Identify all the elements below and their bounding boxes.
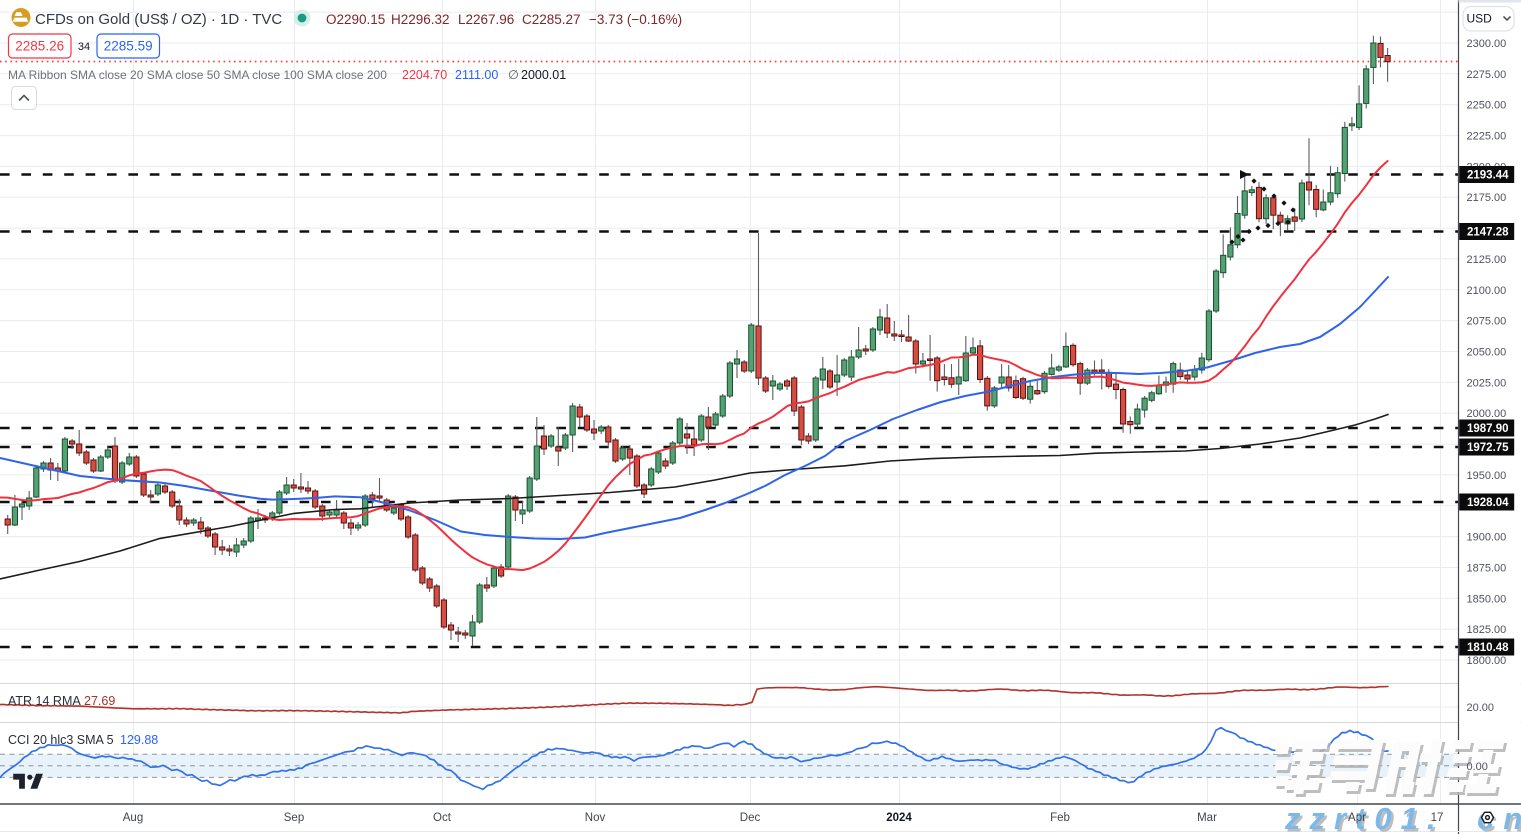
svg-text:Feb: Feb (1050, 812, 1070, 824)
svg-text:2147.28: 2147.28 (1467, 227, 1509, 239)
svg-text:1950.00: 1950.00 (1467, 470, 1507, 482)
svg-text:MA Ribbon SMA close 20 SMA clo: MA Ribbon SMA close 20 SMA close 50 SMA … (8, 68, 387, 82)
svg-text:2193.44: 2193.44 (1467, 170, 1509, 182)
svg-text:2025.00: 2025.00 (1467, 377, 1507, 389)
svg-text:Aug: Aug (123, 812, 143, 824)
svg-text:Nov: Nov (585, 812, 606, 824)
svg-text:17: 17 (1431, 812, 1444, 824)
svg-text:O2290.15: O2290.15 (326, 12, 385, 27)
svg-text:Mar: Mar (1197, 812, 1217, 824)
svg-text:2000.01: 2000.01 (521, 68, 566, 82)
svg-text:2050.00: 2050.00 (1467, 347, 1507, 359)
svg-text:zzrt01.: zzrt01. (1284, 801, 1444, 834)
svg-text:2285.26: 2285.26 (15, 39, 64, 54)
svg-text:27.69: 27.69 (84, 694, 115, 708)
svg-text:H2296.32: H2296.32 (391, 12, 450, 27)
svg-text:zzrt01.: zzrt01. (1287, 804, 1447, 834)
svg-text:CCI 20 hlc3 SMA 5: CCI 20 hlc3 SMA 5 (8, 733, 114, 747)
svg-text:2204.70: 2204.70 (402, 68, 447, 82)
svg-text:L2267.96: L2267.96 (458, 12, 514, 27)
svg-text:USD: USD (1467, 12, 1493, 26)
svg-text:2100.00: 2100.00 (1467, 285, 1507, 297)
svg-text:34: 34 (78, 41, 90, 53)
svg-text:1810.48: 1810.48 (1467, 642, 1509, 654)
svg-text:C2285.27: C2285.27 (522, 12, 581, 27)
svg-text:CFDs on Gold (US$ / OZ) · 1D ·: CFDs on Gold (US$ / OZ) · 1D · TVC (35, 11, 282, 28)
svg-text:1875.00: 1875.00 (1467, 563, 1507, 575)
svg-text:2175.00: 2175.00 (1467, 192, 1507, 204)
svg-text:1928.04: 1928.04 (1467, 497, 1509, 509)
svg-text:2300.00: 2300.00 (1467, 38, 1507, 50)
svg-text:−3.73 (−0.16%): −3.73 (−0.16%) (589, 12, 682, 27)
svg-text:Apr: Apr (1348, 812, 1366, 824)
svg-text:2250.00: 2250.00 (1467, 100, 1507, 112)
svg-text:129.88: 129.88 (120, 733, 158, 747)
svg-text:2125.00: 2125.00 (1467, 254, 1507, 266)
svg-text:1972.75: 1972.75 (1467, 442, 1509, 454)
svg-text:2075.00: 2075.00 (1467, 316, 1507, 328)
svg-text:1987.90: 1987.90 (1467, 423, 1509, 435)
svg-text:∅: ∅ (508, 68, 519, 82)
svg-text:ATR 14 RMA: ATR 14 RMA (8, 694, 81, 708)
svg-text:1825.00: 1825.00 (1467, 624, 1507, 636)
svg-text:1850.00: 1850.00 (1467, 593, 1507, 605)
svg-text:Oct: Oct (433, 812, 452, 824)
svg-text:1800.00: 1800.00 (1467, 655, 1507, 667)
svg-text:Sep: Sep (284, 812, 304, 824)
svg-text:2275.00: 2275.00 (1467, 69, 1507, 81)
svg-text:2024: 2024 (886, 812, 912, 824)
svg-text:20.00: 20.00 (1467, 702, 1495, 714)
svg-text:2000.00: 2000.00 (1467, 408, 1507, 420)
svg-text:2285.59: 2285.59 (104, 39, 153, 54)
svg-text:Dec: Dec (740, 812, 761, 824)
svg-text:1900.00: 1900.00 (1467, 532, 1507, 544)
svg-text:2225.00: 2225.00 (1467, 131, 1507, 143)
svg-text:2111.00: 2111.00 (455, 68, 498, 82)
svg-text:0.00: 0.00 (1467, 761, 1488, 773)
